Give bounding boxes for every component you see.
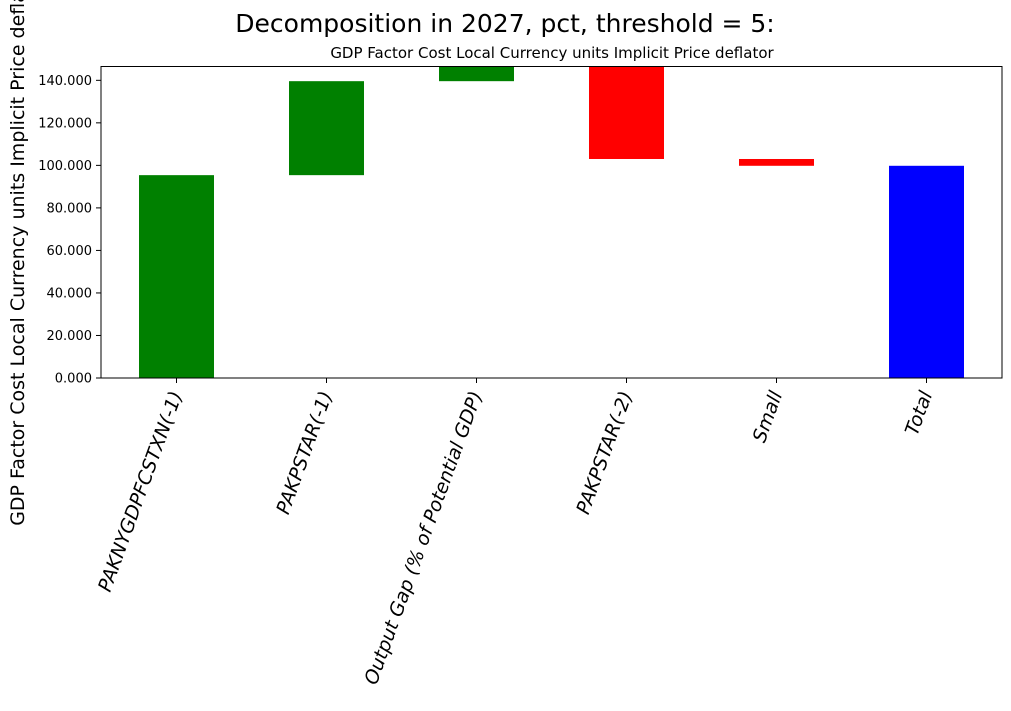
y-axis-label: GDP Factor Cost Local Currency units Imp… bbox=[7, 0, 29, 526]
x-tick-label-4: Small bbox=[748, 388, 787, 446]
x-tick-label-0: PAKNYGDPFCSTXN(-1) bbox=[94, 388, 187, 595]
bar-4 bbox=[739, 158, 814, 166]
chart-subtitle: GDP Factor Cost Local Currency units Imp… bbox=[330, 44, 774, 62]
y-tick-label-6: 120.000 bbox=[38, 116, 92, 131]
chart-title: Decomposition in 2027, pct, threshold = … bbox=[235, 9, 774, 38]
y-tick-label-0: 0.000 bbox=[55, 372, 92, 387]
x-tick-label-5: Total bbox=[901, 388, 937, 439]
x-tick-label-1: PAKPSTAR(-1) bbox=[272, 388, 337, 517]
y-tick-label-4: 80.000 bbox=[47, 201, 93, 216]
bar-1 bbox=[289, 81, 364, 176]
x-tick-label-3: PAKPSTAR(-2) bbox=[572, 388, 637, 517]
bar-0 bbox=[139, 175, 214, 378]
y-tick-label-2: 40.000 bbox=[47, 286, 93, 301]
x-tick-label-2: Output Gap (% of Potential GDP) bbox=[360, 388, 487, 687]
y-tick-label-7: 140.000 bbox=[38, 74, 92, 89]
y-tick-label-5: 100.000 bbox=[38, 159, 92, 174]
bar-2 bbox=[439, 66, 514, 82]
bar-3 bbox=[589, 66, 664, 159]
plot-frame bbox=[100, 66, 1003, 379]
y-tick-label-1: 20.000 bbox=[47, 329, 93, 344]
bar-5 bbox=[889, 165, 964, 378]
y-tick-label-3: 60.000 bbox=[47, 244, 93, 259]
